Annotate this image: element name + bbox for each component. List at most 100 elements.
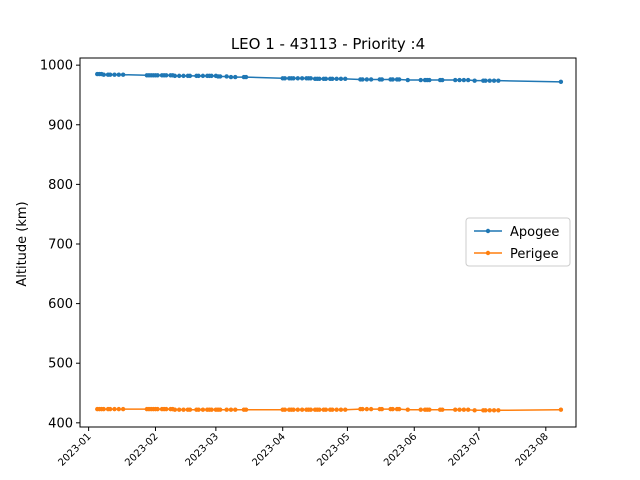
perigee-point [196, 407, 201, 412]
perigee-point [187, 407, 193, 412]
apogee-point [427, 77, 432, 83]
y-tick-label: 900 [48, 118, 73, 133]
perigee-point [299, 407, 305, 412]
apogee-point [181, 73, 186, 79]
apogee-point [440, 77, 445, 83]
apogee-point [379, 77, 385, 82]
apogee-point [343, 76, 348, 82]
apogee-point [196, 73, 201, 79]
perigee-point [364, 406, 370, 412]
apogee-point [209, 73, 214, 79]
apogee-point [120, 72, 126, 77]
apogee-point [233, 74, 238, 80]
perigee-point [282, 407, 288, 412]
perigee-point [427, 407, 432, 412]
legend-perigee-marker [485, 250, 491, 256]
perigee-point [200, 407, 206, 412]
apogee-point [405, 77, 410, 83]
perigee-point [228, 407, 234, 412]
apogee-point [334, 76, 339, 82]
perigee-point [496, 408, 501, 413]
perigee-point [343, 407, 348, 412]
legend-apogee-label: Apogee [510, 225, 559, 240]
perigee-point [440, 407, 445, 412]
y-tick-label: 400 [48, 416, 73, 431]
apogee-point [164, 73, 169, 78]
perigee-point [164, 406, 169, 412]
apogee-point [390, 77, 395, 82]
perigee-point [379, 406, 385, 412]
perigee-point [101, 406, 106, 412]
perigee-point [487, 408, 492, 413]
apogee-point [483, 78, 488, 83]
perigee-point [558, 407, 564, 412]
apogee-point [116, 72, 122, 77]
x-tick-label: 2023-05 [315, 431, 352, 468]
apogee-point [291, 76, 296, 81]
apogee-point [330, 76, 335, 82]
perigee-point [330, 407, 335, 412]
apogee-point [496, 78, 501, 83]
apogee-point [558, 79, 564, 85]
perigee-point [217, 407, 223, 412]
apogee-point [243, 74, 249, 80]
perigee-point [360, 406, 365, 412]
y-tick-label: 1000 [40, 59, 73, 74]
apogee-point [217, 74, 223, 79]
perigee-point [120, 406, 126, 412]
perigee-point [472, 408, 477, 413]
perigee-point [172, 407, 178, 412]
perigee-point [418, 407, 423, 412]
apogee-point [465, 77, 471, 83]
perigee-point [112, 406, 117, 412]
apogee-point [317, 76, 322, 82]
apogee-point [338, 76, 344, 82]
apogee-point [112, 72, 117, 77]
apogee-point [453, 77, 458, 83]
perigee-point [317, 407, 322, 412]
apogee-point [299, 76, 305, 81]
perigee-point [177, 407, 182, 412]
x-tick-label: 2023-03 [184, 431, 221, 468]
perigee-point [396, 406, 402, 412]
perigee-point [181, 407, 186, 412]
y-axis-title: Altitude (km) [15, 201, 30, 286]
legend: Apogee Perigee [465, 217, 571, 267]
apogee-point [491, 78, 497, 83]
perigee-point [224, 407, 229, 412]
perigee-point [295, 407, 301, 412]
apogee-point [368, 77, 374, 82]
perigee-point [116, 406, 122, 412]
x-tick-label: 2023-02 [123, 431, 160, 468]
perigee-point [390, 406, 395, 412]
perigee-point [107, 406, 113, 412]
perigee-point [243, 407, 249, 412]
x-tick-label: 2023-07 [447, 431, 484, 468]
y-tick-label: 500 [48, 357, 73, 372]
y-tick-label: 700 [48, 237, 73, 252]
x-tick-label: 2023-08 [514, 431, 551, 468]
legend-box [465, 217, 571, 267]
apogee-point [224, 74, 229, 79]
x-tick-label: 2023-01 [56, 431, 93, 468]
perigee-point [308, 407, 313, 412]
perigee-point [338, 407, 344, 412]
perigee-point [209, 407, 214, 412]
perigee-point [291, 407, 296, 412]
apogee-point [396, 77, 402, 82]
apogee-point [282, 76, 288, 81]
perigee-point [405, 407, 410, 412]
apogee-point [200, 73, 206, 79]
apogee-point [228, 74, 234, 80]
apogee-point [360, 77, 365, 82]
perigee-point [323, 407, 329, 412]
x-tick-label: 2023-04 [250, 431, 287, 468]
apogee-point [323, 76, 329, 82]
apogee-point [295, 76, 301, 81]
perigee-point [483, 408, 488, 413]
perigee-point [491, 408, 497, 413]
apogee-point [457, 77, 462, 83]
legend-perigee-label: Perigee [510, 247, 559, 262]
perigee-point [457, 407, 462, 412]
x-tick-label: 2023-06 [382, 431, 419, 468]
